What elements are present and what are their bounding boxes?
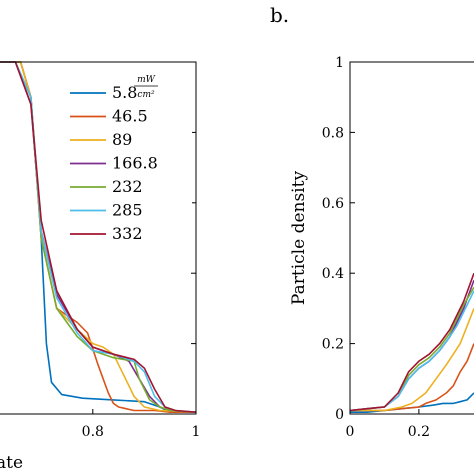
y-tick-label: 0.8 (322, 125, 344, 141)
y-tick-label: 0.6 (322, 196, 344, 212)
panel-b-ticks: 0 0.2 0 0.2 0.4 0.6 0.8 1 (322, 55, 430, 440)
legend-entry-285: 285 (112, 201, 143, 220)
panel-b-chart: 0 0.2 0 0.2 0.4 0.6 0.8 1 Particle density (289, 55, 474, 440)
y-tick-label: 0.4 (322, 266, 344, 282)
y-tick-label: 0 (335, 407, 344, 423)
panel-b-axes-frame (349, 61, 474, 415)
legend-unit-denominator: cm² (137, 90, 155, 100)
series-line-7 (349, 272, 474, 412)
panel-a-series-lines (0, 61, 197, 413)
legend-entry-332: 332 (112, 224, 143, 243)
panel-a-legend: 5.8 46.5 89 166.8 232 285 332 mW cm² (66, 70, 192, 254)
legend-entry-232: 232 (112, 177, 143, 196)
panel-a-axes-frame (0, 61, 197, 415)
legend-entry-89: 89 (112, 130, 132, 149)
x-tick-label: 0 (346, 424, 355, 440)
panel-b-label: b. (270, 3, 289, 27)
y-tick-label: 1 (335, 55, 344, 71)
legend-entry-5.8: 5.8 (112, 83, 137, 102)
x-tick-label: 1 (192, 424, 201, 440)
series-line-332 (0, 61, 197, 413)
panel-b-series-lines (349, 272, 474, 413)
series-line-2 (350, 343, 474, 412)
legend-entry-166.8: 166.8 (112, 154, 158, 173)
y-tick-label: 0.2 (322, 337, 344, 353)
series-line-4 (349, 279, 474, 412)
legend-entry-46.5: 46.5 (112, 107, 148, 126)
x-tick-label: 0.8 (82, 424, 104, 440)
x-tick-label: 0.2 (408, 424, 430, 440)
legend-background (66, 70, 192, 254)
series-line-3 (350, 308, 474, 412)
panel-a-ticks: .60.81 (82, 131, 201, 440)
series-line-5 (349, 286, 474, 412)
panel-b-y-axis-label: Particle density (289, 171, 309, 306)
legend-unit-numerator: mW (137, 75, 156, 85)
panel-a-x-axis-label: ate (0, 453, 23, 473)
